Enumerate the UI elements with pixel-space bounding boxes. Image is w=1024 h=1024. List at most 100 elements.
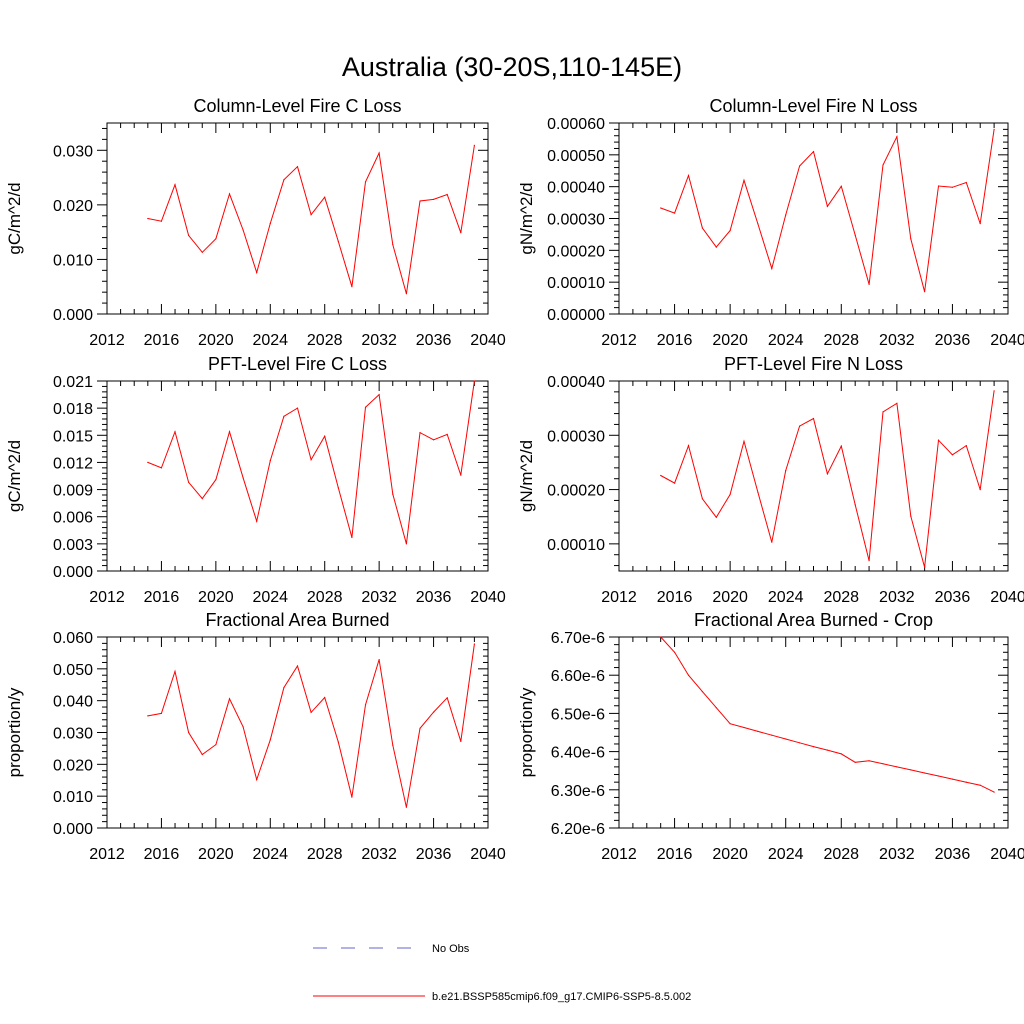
y-tick-label: 6.50e-6 xyxy=(551,706,605,723)
data-point xyxy=(757,491,759,493)
data-point xyxy=(674,651,676,653)
panel-title: PFT-Level Fire N Loss xyxy=(724,354,903,374)
data-point xyxy=(419,432,421,434)
chart-panels: Column-Level Fire C Loss 2012 2016 2020 2024… xyxy=(5,96,1024,863)
y-axis-label: proportion/y xyxy=(517,687,536,777)
y-tick-label: 0.000 xyxy=(53,564,93,581)
data-point xyxy=(729,723,731,725)
data-point xyxy=(269,460,271,462)
legend-obs-label: No Obs xyxy=(432,943,470,955)
x-tick-label: 2012 xyxy=(601,846,637,863)
data-point xyxy=(701,498,704,500)
data-point xyxy=(896,766,898,768)
data-point xyxy=(882,763,884,765)
data-point xyxy=(854,234,856,236)
data-point xyxy=(242,477,244,479)
data-point xyxy=(743,179,745,181)
x-tick-label: 2028 xyxy=(307,332,343,349)
x-tick-label: 2020 xyxy=(712,846,748,863)
data-point xyxy=(160,467,162,469)
x-tick-label: 2012 xyxy=(89,846,125,863)
x-tick-label: 2012 xyxy=(89,589,125,606)
data-point xyxy=(729,230,731,232)
x-tick-label: 2040 xyxy=(470,332,506,349)
data-point xyxy=(840,753,842,755)
panel-title: PFT-Level Fire C Loss xyxy=(208,354,387,374)
data-point xyxy=(215,238,217,240)
y-tick-label: 0.009 xyxy=(53,483,93,500)
data-point xyxy=(228,431,231,433)
data-point xyxy=(174,184,176,186)
x-tick-label: 2028 xyxy=(307,589,343,606)
x-tick-label: 2036 xyxy=(935,846,971,863)
x-tick-label: 2016 xyxy=(657,332,693,349)
y-tick-label: 6.20e-6 xyxy=(551,821,605,838)
y-axis-label: gC/m^2/d xyxy=(5,182,24,254)
x-tick-label: 2040 xyxy=(470,589,506,606)
data-point xyxy=(826,205,829,207)
data-point xyxy=(826,473,829,475)
data-point xyxy=(993,791,995,793)
data-point xyxy=(951,186,954,188)
data-point xyxy=(310,214,312,216)
data-point xyxy=(799,425,801,427)
y-tick-label: 6.70e-6 xyxy=(551,630,605,647)
data-point xyxy=(743,440,745,442)
x-tick-label: 2028 xyxy=(823,846,859,863)
x-tick-label: 2040 xyxy=(990,846,1024,863)
x-tick-label: 2036 xyxy=(416,846,452,863)
data-point xyxy=(188,234,190,236)
data-point xyxy=(473,643,475,645)
data-point xyxy=(965,781,967,783)
x-tick-label: 2036 xyxy=(416,589,452,606)
data-point xyxy=(660,207,662,209)
data-point xyxy=(687,674,690,676)
data-point xyxy=(228,193,231,195)
data-point xyxy=(242,229,244,231)
data-point xyxy=(715,516,717,518)
y-tick-label: 0.021 xyxy=(53,374,93,391)
data-point xyxy=(660,636,662,638)
data-point xyxy=(868,560,870,562)
y-tick-label: 0.00020 xyxy=(547,243,605,260)
data-point xyxy=(799,165,801,167)
y-tick-label: 0.010 xyxy=(53,252,93,269)
x-tick-label: 2040 xyxy=(990,332,1024,349)
data-point xyxy=(854,761,856,763)
x-tick-label: 2032 xyxy=(361,589,397,606)
panel-title: Column-Level Fire N Loss xyxy=(709,96,917,116)
x-tick-label: 2024 xyxy=(252,589,288,606)
data-point xyxy=(729,493,731,496)
data-point xyxy=(364,181,367,183)
x-tick-label: 2036 xyxy=(935,332,971,349)
y-axis-label: gN/m^2/d xyxy=(517,182,536,254)
x-tick-label: 2040 xyxy=(990,589,1024,606)
panel-title: Fractional Area Burned - Crop xyxy=(694,610,933,630)
data-point xyxy=(147,461,149,463)
chart-panel-5: Fractional Area Burned 2012 2016 2020 2024 20… xyxy=(5,610,506,863)
y-tick-label: 0.00010 xyxy=(547,275,605,292)
data-point xyxy=(910,515,912,517)
legend-model-label: b.e21.BSSP585cmip6.f09_g17.CMIP6-SSP5-8.… xyxy=(432,991,691,1003)
data-point xyxy=(351,536,353,539)
figure-title: Australia (30-20S,110-145E) xyxy=(342,52,682,82)
data-point xyxy=(826,749,829,751)
data-point xyxy=(188,731,190,734)
y-tick-label: 0.060 xyxy=(53,630,93,647)
data-point xyxy=(771,267,773,270)
x-tick-label: 2020 xyxy=(198,589,234,606)
y-tick-label: 0.020 xyxy=(53,198,93,215)
data-point xyxy=(799,742,801,744)
data-point xyxy=(812,417,815,420)
y-tick-label: 0.00030 xyxy=(547,212,605,229)
x-tick-label: 2020 xyxy=(198,846,234,863)
y-tick-label: 0.00010 xyxy=(547,537,605,554)
y-axis-label: gN/m^2/d xyxy=(517,440,536,512)
data-point xyxy=(446,697,448,699)
x-tick-label: 2032 xyxy=(879,332,915,349)
y-tick-label: 6.30e-6 xyxy=(551,783,605,800)
data-point xyxy=(951,778,954,780)
x-tick-label: 2012 xyxy=(89,332,125,349)
